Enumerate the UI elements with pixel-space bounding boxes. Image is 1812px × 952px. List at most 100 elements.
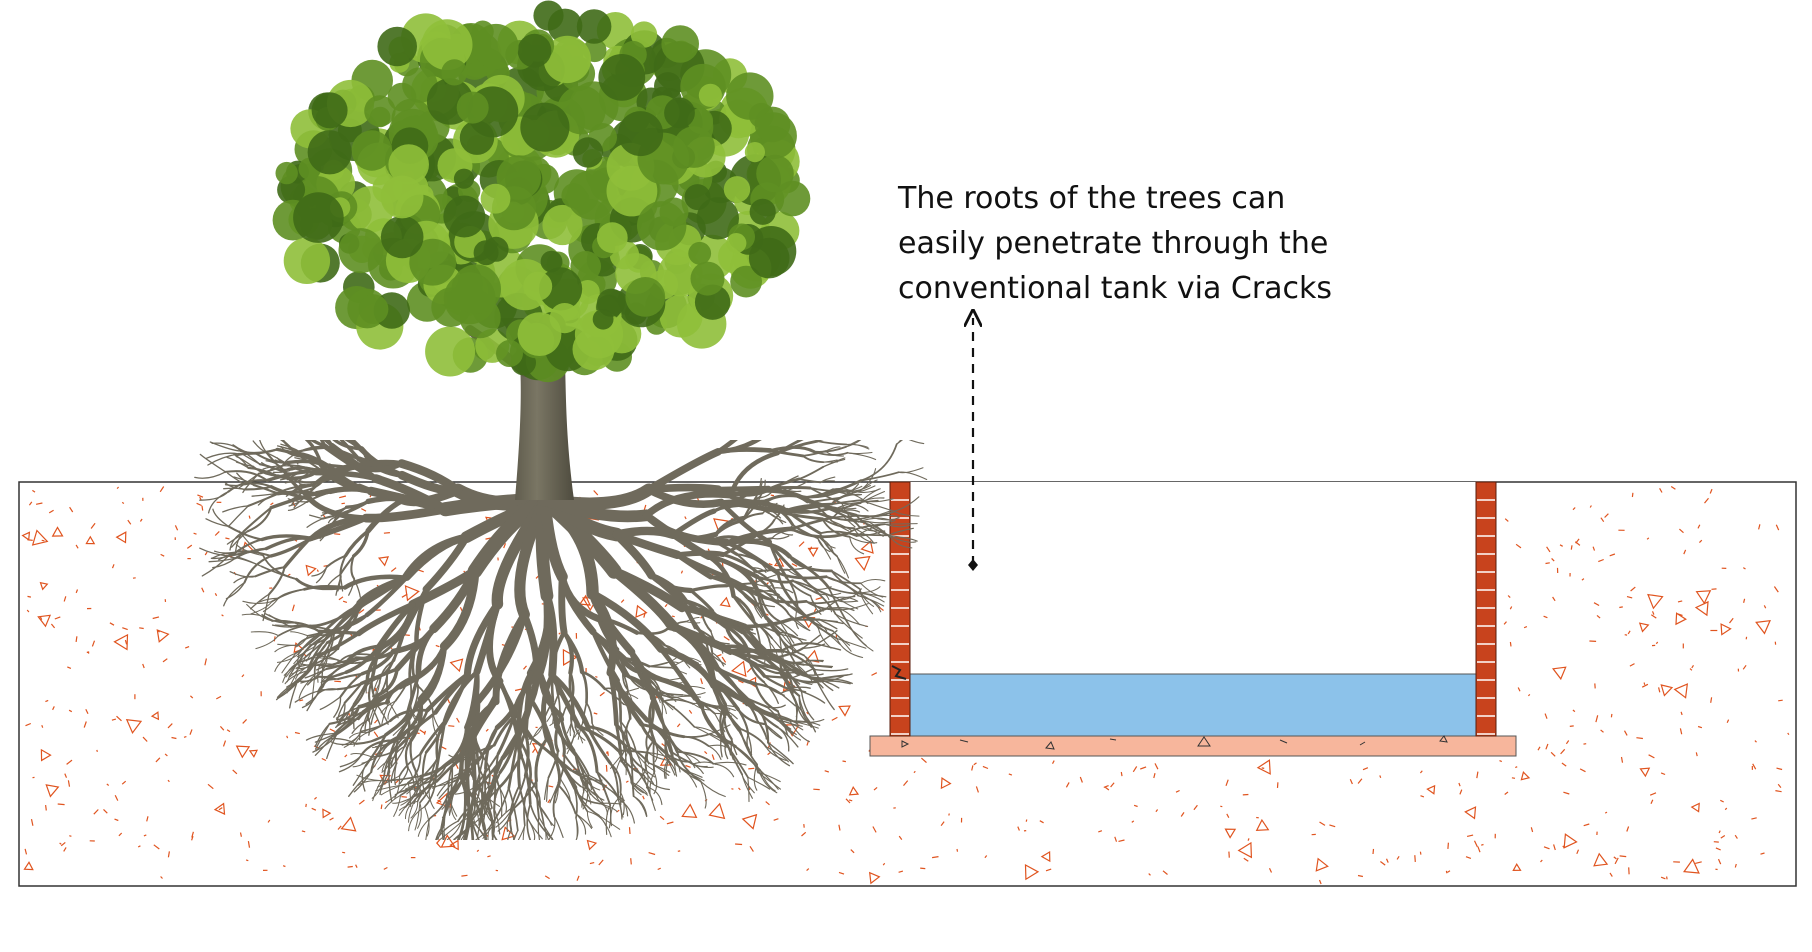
root-segment <box>452 830 468 840</box>
root-segment <box>809 372 829 382</box>
root-segment <box>718 500 772 545</box>
root-segment <box>250 631 279 637</box>
aggregate-fleck <box>116 486 120 490</box>
root-segment <box>614 722 634 765</box>
aggregate-fleck <box>167 723 173 729</box>
root-segment <box>849 536 878 544</box>
aggregate-fleck <box>770 494 775 497</box>
aggregate-fleck <box>83 721 87 728</box>
aggregate-fleck <box>643 504 647 511</box>
aggregate-fleck <box>329 728 336 732</box>
aggregate-fleck <box>605 764 608 772</box>
aggregate-fleck <box>1545 743 1549 750</box>
root-segment <box>360 739 394 757</box>
annotation-line-1: The roots of the trees can <box>898 181 1286 216</box>
root-segment <box>384 673 421 705</box>
aggregate-fleck <box>1570 545 1573 550</box>
root-segment <box>856 530 886 537</box>
aggregate-fleck <box>1105 786 1110 791</box>
root-segment <box>694 626 710 652</box>
root-segment <box>286 459 331 468</box>
root-segment <box>353 731 369 747</box>
root-segment <box>398 797 413 817</box>
aggregate-fleck <box>139 627 144 630</box>
root-segment <box>740 694 758 721</box>
root-segment <box>244 366 254 392</box>
root-segment <box>431 779 452 789</box>
aggregate-fleck <box>548 785 554 788</box>
aggregate-fleck <box>1777 783 1782 788</box>
root-segment <box>868 515 900 521</box>
root-segment <box>414 775 434 801</box>
root-segment <box>321 688 339 691</box>
aggregate-fleck <box>1613 856 1617 860</box>
root-segment <box>386 756 395 776</box>
root-segment <box>642 511 731 547</box>
root-segment <box>834 613 863 639</box>
aggregate-fleck <box>1679 528 1684 534</box>
root-segment <box>719 703 727 734</box>
root-segment <box>326 415 343 429</box>
root-segment <box>554 713 563 753</box>
leaf-cluster <box>275 161 298 185</box>
aggregate-fleck <box>1515 543 1522 549</box>
root-segment <box>422 533 471 593</box>
aggregate-fleck <box>241 674 245 678</box>
aggregate-fleck <box>1550 751 1556 757</box>
root-segment <box>477 752 500 783</box>
root-segment <box>560 778 571 803</box>
root-segment <box>779 620 795 644</box>
aggregate-fleck <box>1220 805 1223 808</box>
aggregate-triangle <box>1675 612 1687 626</box>
root-segment <box>802 643 826 649</box>
aggregate-fleck <box>219 725 225 731</box>
root-segment <box>304 668 328 679</box>
tank-water <box>909 673 1477 737</box>
aggregate-fleck <box>1754 740 1757 743</box>
aggregate-fleck <box>648 852 656 856</box>
aggregate-fleck <box>1569 725 1574 727</box>
root-segment <box>755 403 792 419</box>
aggregate-fleck <box>1120 771 1123 777</box>
aggregate-fleck <box>1509 641 1512 647</box>
root-segment <box>822 459 838 463</box>
aggregate-fleck <box>768 563 773 566</box>
root-segment <box>654 748 658 763</box>
leaf-cluster <box>618 111 664 157</box>
leaf-cluster <box>380 215 424 259</box>
aggregate-fleck <box>338 596 344 601</box>
root-segment <box>304 440 323 466</box>
aggregate-fleck <box>1729 617 1734 624</box>
aggregate-fleck <box>1098 830 1103 833</box>
root-segment <box>318 671 348 679</box>
aggregate-fleck <box>1193 804 1198 811</box>
root-segment <box>510 829 515 840</box>
root-segment <box>205 518 230 528</box>
aggregate-fleck <box>191 831 194 838</box>
aggregate-triangle <box>449 839 459 851</box>
aggregate-fleck <box>286 735 289 739</box>
root-segment <box>265 389 284 419</box>
root-segment <box>355 601 416 637</box>
brick-column <box>889 481 911 737</box>
root-segment <box>300 663 320 667</box>
root-segment <box>218 550 239 561</box>
root-segment <box>254 393 284 419</box>
root-segment <box>470 818 488 840</box>
root-segment <box>753 603 764 618</box>
root-segment <box>586 725 627 747</box>
root-segment <box>823 395 850 430</box>
root-segment <box>207 490 230 514</box>
root-segment <box>785 389 814 401</box>
root-segment <box>336 706 354 727</box>
aggregate-fleck <box>1507 595 1511 599</box>
aggregate-fleck <box>1623 730 1628 736</box>
root-segment <box>630 762 635 798</box>
root-segment <box>291 374 299 391</box>
root-segment <box>732 594 756 624</box>
aggregate-fleck <box>437 799 442 803</box>
root-segment <box>721 552 758 574</box>
aggregate-fleck <box>1604 811 1608 814</box>
aggregate-fleck <box>1698 539 1703 544</box>
root-segment <box>834 613 869 628</box>
